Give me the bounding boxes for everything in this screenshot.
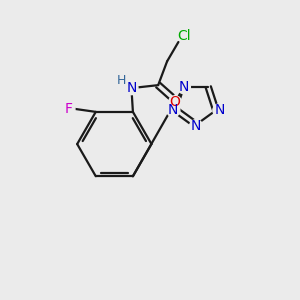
- Text: N: N: [179, 80, 189, 94]
- Text: N: N: [168, 103, 178, 117]
- Circle shape: [167, 104, 180, 117]
- Circle shape: [169, 96, 182, 109]
- Text: H: H: [117, 74, 127, 87]
- Text: Cl: Cl: [178, 29, 191, 43]
- Text: F: F: [64, 102, 72, 116]
- Circle shape: [190, 120, 202, 133]
- Circle shape: [62, 102, 75, 116]
- Circle shape: [213, 104, 226, 117]
- Circle shape: [125, 82, 138, 94]
- Text: N: N: [191, 119, 201, 133]
- Text: N: N: [214, 103, 225, 117]
- Circle shape: [177, 81, 190, 94]
- Text: O: O: [170, 95, 181, 110]
- Text: N: N: [126, 81, 136, 95]
